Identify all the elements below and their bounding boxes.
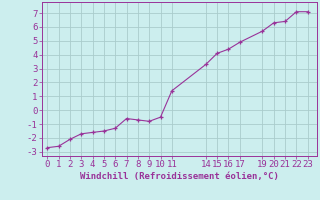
X-axis label: Windchill (Refroidissement éolien,°C): Windchill (Refroidissement éolien,°C) bbox=[80, 172, 279, 181]
